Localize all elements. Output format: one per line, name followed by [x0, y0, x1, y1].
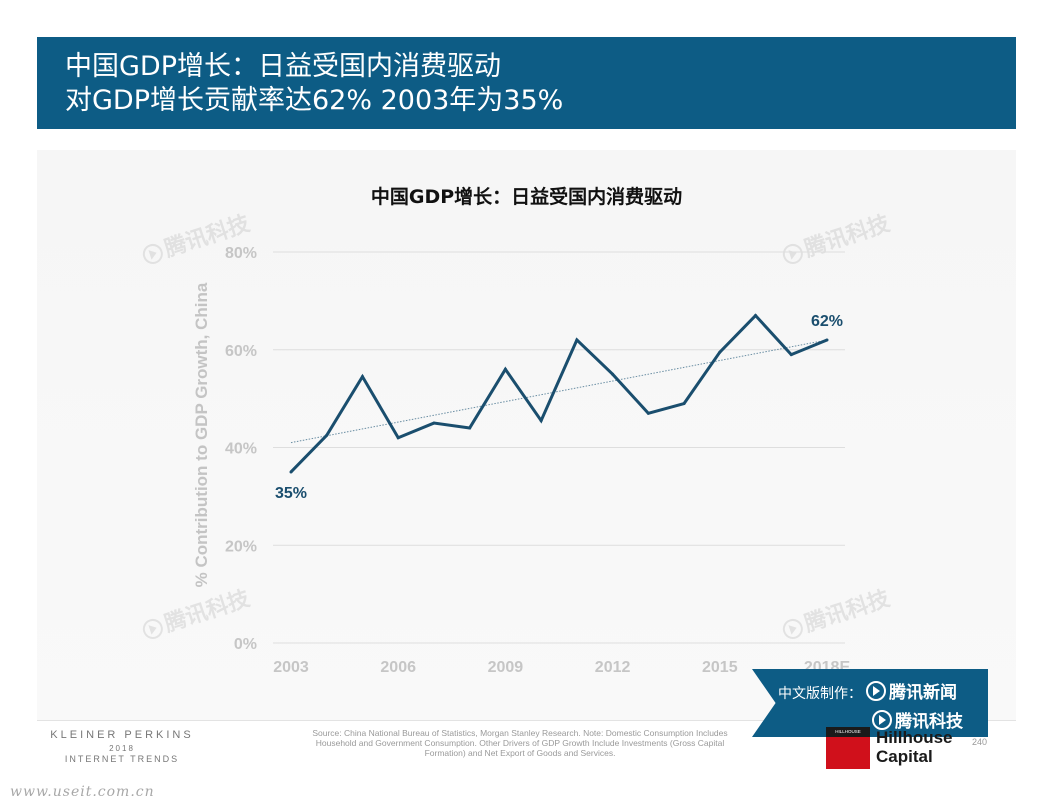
data-point: [825, 338, 829, 342]
hillhouse-logo: HILLHOUSE: [826, 727, 870, 769]
data-point: [396, 436, 400, 440]
page-number: 240: [972, 737, 988, 747]
slide-title: 中国GDP增长：日益受国内消费驱动: [65, 51, 501, 82]
data-point: [718, 350, 722, 354]
chart-panel: [37, 150, 1016, 720]
x-tick-label: 2015: [702, 659, 738, 676]
tencent-tech-logo-icon: [872, 710, 892, 730]
x-tick-label: 2003: [273, 659, 309, 676]
data-point: [789, 353, 793, 357]
data-point: [325, 433, 329, 437]
y-tick-label: 80%: [225, 245, 257, 262]
y-tick-label: 40%: [225, 441, 257, 458]
partner-name-line2: Capital: [876, 747, 933, 766]
slide-header: 中国GDP增长：日益受国内消费驱动 对GDP增长贡献率达62% 2003年为35…: [37, 37, 1016, 129]
y-tick-label: 20%: [225, 538, 257, 555]
data-label: 62%: [811, 313, 843, 330]
data-label: 35%: [275, 485, 307, 502]
data-point: [503, 367, 507, 371]
data-point: [682, 402, 686, 406]
x-tick-label: 2009: [488, 659, 524, 676]
brand-name: KLEINER PERKINS: [50, 729, 194, 741]
data-point: [611, 372, 615, 376]
partner-name-line1: Hillhouse: [876, 728, 953, 747]
credit-line-news: 中文版制作： 腾讯新闻: [778, 678, 957, 703]
x-tick-label: 2006: [380, 659, 416, 676]
footer-divider: [37, 720, 1016, 721]
credit-line-tech: 腾讯科技: [872, 707, 963, 732]
x-tick-label: 2012: [595, 659, 631, 676]
trendline: [290, 339, 828, 444]
data-point: [754, 314, 758, 318]
source-note: Source: China National Bureau of Statist…: [312, 728, 728, 758]
tencent-news-logo-icon: [866, 681, 886, 701]
y-tick-label: 60%: [225, 343, 257, 360]
chart-title: 中国GDP增长：日益受国内消费驱动: [370, 186, 683, 208]
data-point: [432, 421, 436, 425]
hillhouse-logo-text: HILLHOUSE: [826, 727, 870, 737]
credit-brand-tech: 腾讯科技: [895, 712, 963, 732]
data-point: [289, 470, 293, 474]
data-point: [646, 411, 650, 415]
slide-subtitle: 对GDP增长贡献率达62% 2003年为35%: [65, 85, 564, 116]
watermark-url: www.useit.com.cn: [10, 784, 155, 800]
data-point: [575, 338, 579, 342]
data-point: [539, 419, 543, 423]
series-line: [289, 313, 828, 473]
credit-banner: 中文版制作： 腾讯新闻 腾讯科技: [752, 669, 988, 737]
brand-subtitle: INTERNET TRENDS: [64, 754, 180, 764]
credit-brand-news: 腾讯新闻: [889, 683, 957, 703]
brand-year: 2018: [109, 744, 135, 753]
data-point: [360, 375, 364, 379]
credit-label: 中文版制作：: [778, 686, 862, 702]
y-tick-label: 0%: [234, 636, 257, 653]
data-point: [468, 426, 472, 430]
y-axis-label: % Contribution to GDP Growth, China: [192, 282, 211, 588]
